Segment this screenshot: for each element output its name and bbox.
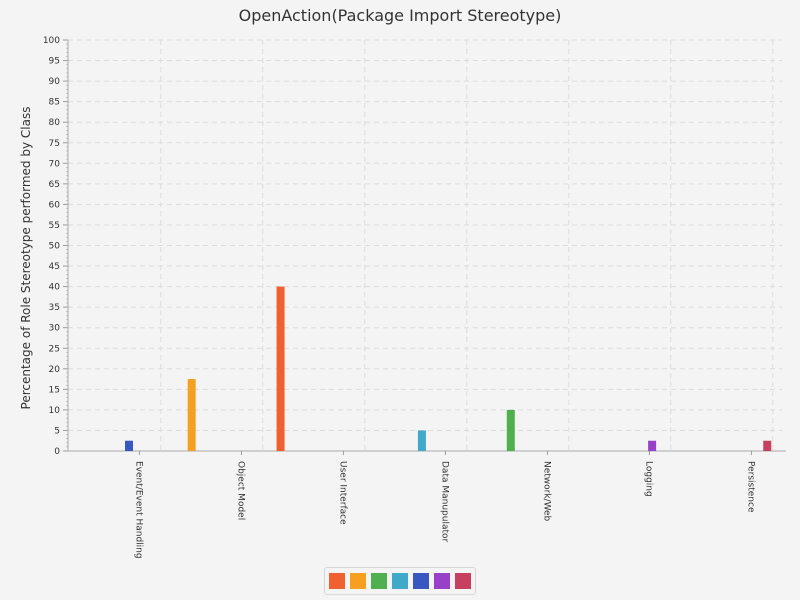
y-tick-label: 15 xyxy=(49,385,60,395)
y-tick-label: 50 xyxy=(49,242,61,252)
y-tick-label: 55 xyxy=(49,221,60,231)
x-tick-label: Event/Event Handling xyxy=(133,461,143,559)
y-tick-label: 45 xyxy=(49,262,60,272)
y-tick-label: 10 xyxy=(49,406,61,416)
x-tick-label: User Interface xyxy=(337,461,347,525)
legend xyxy=(324,567,476,595)
bar xyxy=(648,440,657,451)
y-tick-label: 0 xyxy=(54,447,60,457)
legend-swatch xyxy=(413,573,429,589)
bar xyxy=(125,440,134,451)
legend-swatch xyxy=(392,573,408,589)
chart-title: OpenAction(Package Import Stereotype) xyxy=(238,6,562,25)
y-tick-label: 80 xyxy=(49,118,61,128)
legend-swatch xyxy=(350,573,366,589)
bar xyxy=(506,409,515,451)
legend-swatch xyxy=(434,573,450,589)
y-tick-label: 90 xyxy=(49,77,61,87)
y-tick-label: 85 xyxy=(49,98,60,108)
legend-swatch xyxy=(455,573,471,589)
y-tick-label: 35 xyxy=(49,303,60,313)
y-tick-label: 65 xyxy=(49,180,60,190)
y-tick-label: 75 xyxy=(49,139,60,149)
x-tick-label: Logging xyxy=(643,461,653,497)
y-tick-label: 100 xyxy=(43,36,60,46)
bar xyxy=(187,379,196,451)
y-tick-label: 40 xyxy=(49,283,61,293)
x-tick-label: Network/Web xyxy=(541,461,551,522)
y-tick-label: 30 xyxy=(49,324,61,334)
bar xyxy=(276,286,285,451)
x-tick-label: Data Manupulator xyxy=(439,461,449,543)
y-tick-label: 20 xyxy=(49,365,61,375)
y-tick-label: 25 xyxy=(49,344,60,354)
bar xyxy=(763,440,772,451)
y-tick-label: 60 xyxy=(49,200,61,210)
legend-swatch xyxy=(329,573,345,589)
y-tick-label: 5 xyxy=(54,426,60,436)
x-tick-label: Object Model xyxy=(235,461,245,520)
x-tick-label: Persistence xyxy=(745,461,755,513)
y-tick-label: 70 xyxy=(49,159,61,169)
legend-swatch xyxy=(371,573,387,589)
y-tick-label: 95 xyxy=(49,57,60,67)
bar xyxy=(417,430,426,451)
